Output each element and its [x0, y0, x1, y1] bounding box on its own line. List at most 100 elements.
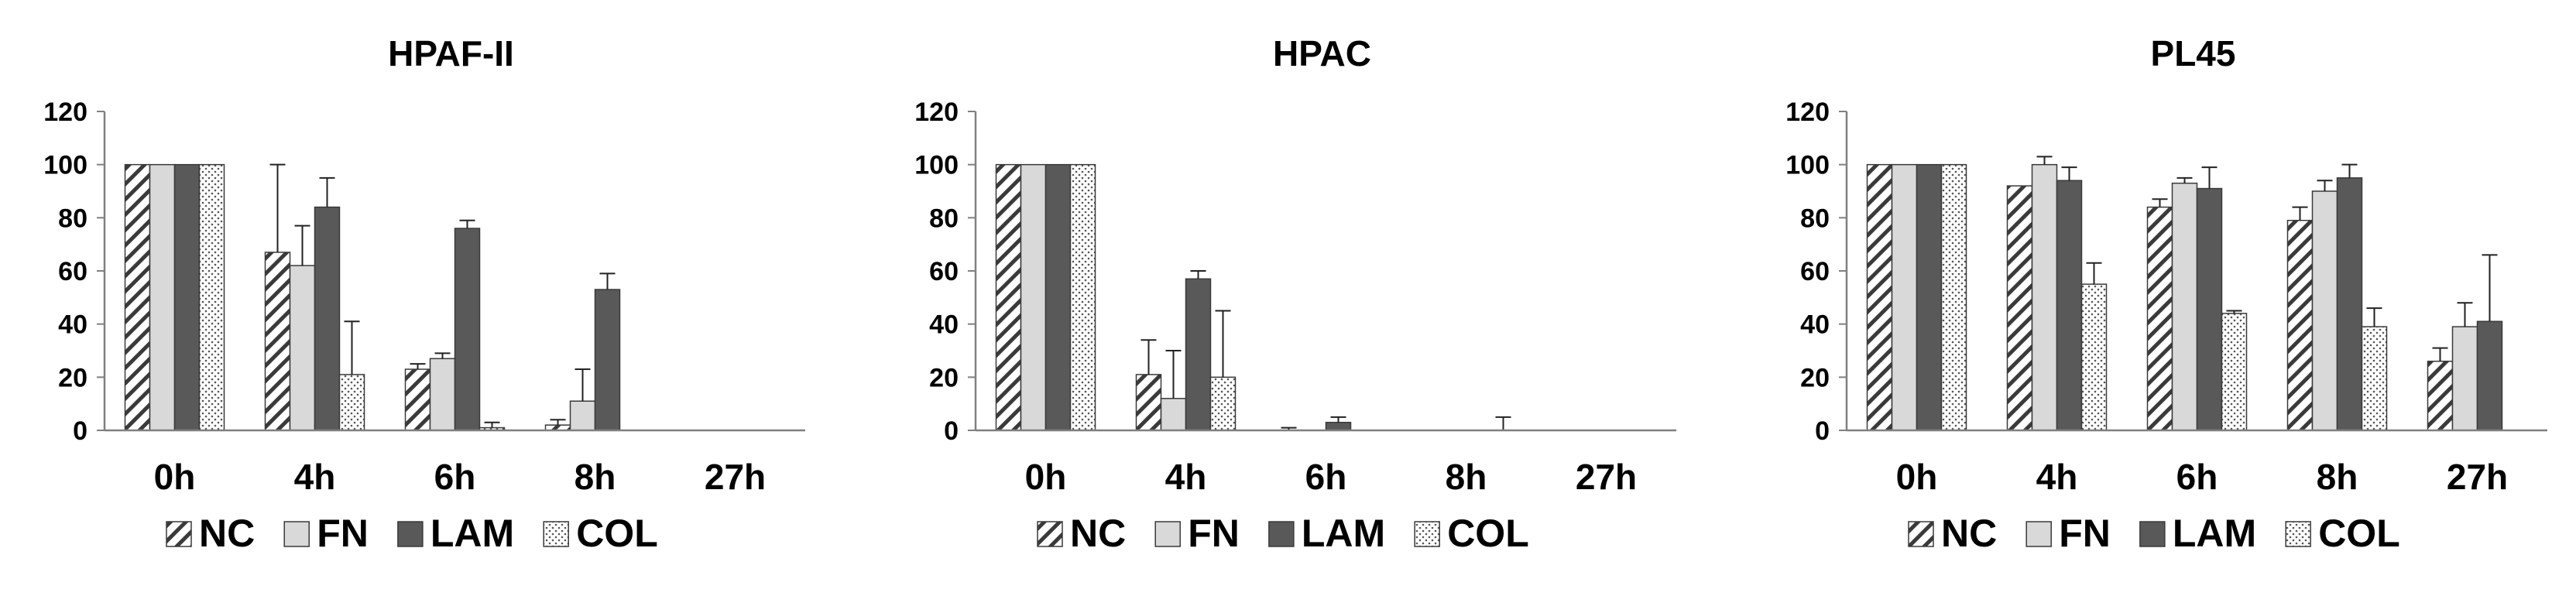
y-tick-label: 40 [1800, 310, 1830, 340]
y-tick-label: 120 [914, 98, 959, 127]
y-tick-label: 20 [929, 363, 959, 392]
legend: NC FN LAM COL [1037, 512, 1529, 555]
bar-lam-6h [454, 228, 481, 431]
bar-fn-8h [569, 400, 596, 431]
bar-lam-8h [2336, 177, 2363, 431]
legend-label-fn: FN [317, 512, 369, 555]
legend-swatch-fn [2025, 521, 2052, 547]
legend-swatch-col [1414, 521, 1440, 547]
bar-nc-27h [2427, 360, 2454, 431]
legend-swatch-nc [1908, 521, 1934, 547]
legend-swatch-fn [283, 521, 310, 547]
x-tick-label: 0h [154, 457, 196, 497]
bar-col-0h [1940, 163, 1967, 431]
bar-nc-0h [124, 163, 151, 431]
bar-lam-6h [1325, 421, 1352, 431]
legend: NC FN LAM COL [1908, 512, 2400, 555]
bar-lam-6h [2196, 187, 2223, 431]
bar-nc-8h [2286, 220, 2314, 431]
legend-label-lam: LAM [2173, 512, 2256, 555]
y-tick-label: 40 [58, 310, 87, 340]
chart-title: PL45 [2151, 33, 2236, 74]
legend-swatch-fn [1154, 521, 1181, 547]
x-tick-label: 6h [1305, 457, 1347, 497]
bar-nc-0h [1866, 163, 1893, 431]
bar-col-4h [1209, 376, 1237, 431]
legend-label-fn: FN [1188, 512, 1240, 555]
chart-panel-pl45: PL45 0 20 40 60 80 100 120 0h 4h 6h 8h 27h NC FN LAM COL [1785, 33, 2547, 555]
x-tick-label: 6h [434, 457, 476, 497]
legend-label-lam: LAM [430, 512, 514, 555]
bar-col-6h [2221, 313, 2248, 431]
bar-fn-6h [429, 358, 456, 431]
bar-fn-6h [2171, 182, 2198, 431]
bar-lam-0h [173, 163, 201, 431]
legend-label-col: COL [576, 512, 658, 555]
chart-title: HPAC [1273, 33, 1371, 74]
x-tick-label: 8h [1446, 457, 1487, 497]
bar-fn-8h [2311, 190, 2338, 431]
bar-col-0h [198, 163, 225, 431]
bar-col-4h [338, 374, 365, 431]
chart-panel-hpaf-ii: HPAF-II 0 20 40 60 80 100 120 0h 4h 6h 8h 27h NC FN LAM… [43, 33, 805, 555]
bar-fn-0h [1891, 163, 1918, 431]
legend-label-nc: NC [1941, 512, 1997, 555]
bar-col-0h [1069, 163, 1096, 431]
y-tick-label: 80 [929, 204, 959, 233]
legend-label-fn: FN [2059, 512, 2111, 555]
bar-nc-6h [404, 368, 431, 431]
bar-lam-0h [1916, 163, 1943, 431]
legend-swatch-lam [1268, 521, 1295, 547]
x-tick-label: 8h [575, 457, 616, 497]
legend-swatch-nc [166, 521, 192, 547]
x-tick-label: 4h [2036, 457, 2078, 497]
bar-nc-4h [2006, 185, 2033, 431]
y-tick-label: 100 [914, 151, 959, 180]
legend-label-lam: LAM [1302, 512, 1385, 555]
y-tick-label: 0 [73, 416, 87, 446]
y-tick-label: 60 [58, 257, 87, 286]
bar-fn-0h [149, 163, 176, 431]
x-tick-label: 0h [1896, 457, 1938, 497]
legend-label-nc: NC [199, 512, 255, 555]
y-tick-label: 120 [1785, 98, 1830, 127]
bar-fn-0h [1020, 163, 1047, 431]
y-tick-label: 20 [1800, 363, 1830, 392]
bar-lam-0h [1044, 163, 1072, 431]
bar-lam-8h [594, 289, 621, 431]
y-tick-label: 100 [1785, 151, 1830, 180]
y-tick-label: 80 [58, 204, 87, 233]
bar-nc-6h [2146, 206, 2173, 431]
bar-lam-4h [2056, 180, 2083, 431]
y-tick-label: 40 [929, 310, 959, 340]
y-tick-label: 20 [58, 363, 87, 392]
y-tick-label: 60 [929, 257, 959, 286]
legend-label-col: COL [1447, 512, 1529, 555]
charts-root: HPAF-II 0 20 40 60 80 100 120 0h 4h 6h 8h 27h NC FN LAM… [43, 33, 2547, 555]
y-tick-label: 60 [1800, 257, 1830, 286]
bar-nc-0h [995, 163, 1022, 431]
y-tick-label: 120 [43, 98, 87, 127]
chart-title: HPAF-II [388, 33, 514, 74]
x-tick-label: 4h [294, 457, 336, 497]
legend-swatch-lam [2139, 521, 2166, 547]
x-tick-label: 8h [2317, 457, 2358, 497]
x-tick-label: 4h [1165, 457, 1207, 497]
bar-col-8h [2361, 326, 2388, 431]
y-tick-label: 100 [43, 151, 87, 180]
bar-lam-4h [314, 206, 341, 431]
legend-label-nc: NC [1070, 512, 1126, 555]
bar-fn-4h [1160, 398, 1187, 431]
legend: NC FN LAM COL [166, 512, 658, 555]
y-tick-label: 80 [1800, 204, 1830, 233]
legend-label-col: COL [2318, 512, 2400, 555]
legend-swatch-col [543, 521, 569, 547]
chart-panel-hpac: HPAC 0 20 40 60 80 100 120 0h 4h 6h 8h 27h NC FN LAM COL [914, 33, 1676, 555]
bar-lam-27h [2476, 320, 2503, 431]
bar-fn-4h [289, 265, 316, 431]
x-tick-label: 6h [2176, 457, 2218, 497]
y-tick-label: 0 [944, 416, 959, 446]
y-tick-label: 0 [1815, 416, 1830, 446]
bar-nc-4h [264, 252, 291, 431]
